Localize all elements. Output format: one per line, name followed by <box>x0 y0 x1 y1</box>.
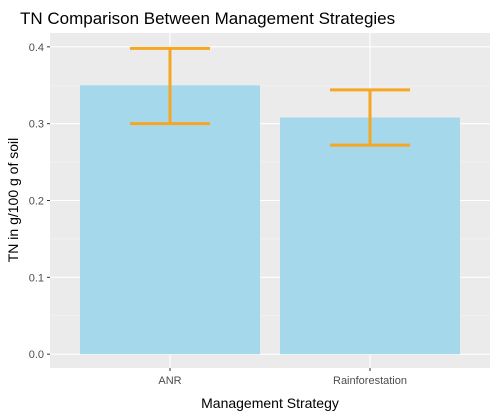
y-tick-label: 0.0 <box>29 349 44 361</box>
x-tick-label: ANR <box>158 375 181 387</box>
y-tick-label: 0.1 <box>29 272 44 284</box>
y-tick-label: 0.4 <box>29 42 44 54</box>
bar-rainforestation <box>280 117 460 355</box>
x-tick-label: Rainforestation <box>333 375 407 387</box>
x-axis-title: Management Strategy <box>201 395 339 411</box>
x-axis-ticks: ANR Rainforestation <box>158 368 407 387</box>
bar-anr <box>80 85 260 355</box>
y-axis-title: TN in g/100 g of soil <box>5 138 21 263</box>
chart-title: TN Comparison Between Management Strateg… <box>20 9 395 28</box>
y-axis-ticks: 0.0 0.1 0.2 0.3 0.4 <box>29 42 50 361</box>
y-tick-label: 0.3 <box>29 119 44 131</box>
y-tick-label: 0.2 <box>29 196 44 208</box>
bars <box>80 85 460 355</box>
error-bars <box>130 46 410 147</box>
